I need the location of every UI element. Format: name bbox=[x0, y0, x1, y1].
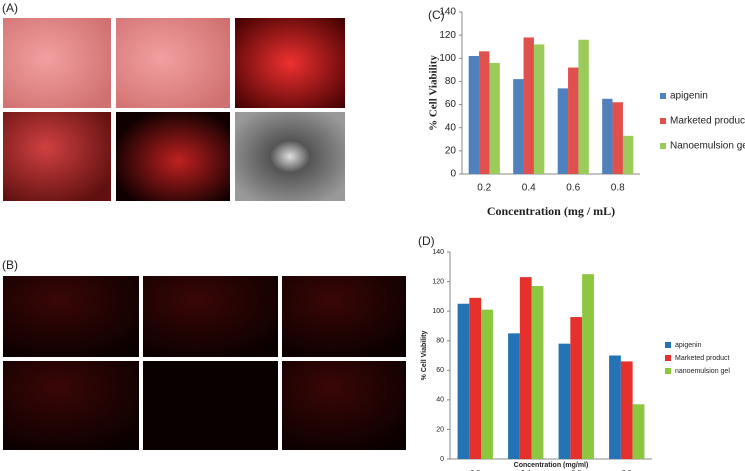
legend-label: apigenin bbox=[675, 342, 702, 349]
micrograph bbox=[282, 276, 406, 357]
bar bbox=[568, 67, 579, 174]
bar bbox=[523, 37, 534, 175]
y-tick-label: 60 bbox=[436, 367, 444, 374]
y-tick-label: 80 bbox=[436, 338, 444, 345]
x-tick-label: 0.4 bbox=[521, 470, 531, 471]
micrograph bbox=[235, 18, 345, 108]
y-tick-label: 60 bbox=[445, 99, 457, 110]
panel-label: (B) bbox=[2, 258, 18, 272]
bar bbox=[620, 361, 633, 459]
bar bbox=[468, 55, 480, 174]
micrograph bbox=[116, 112, 230, 201]
bar bbox=[557, 88, 569, 174]
x-tick-label: 0.6 bbox=[571, 470, 581, 471]
panel-label: (D) bbox=[418, 234, 435, 248]
y-tick-label: 100 bbox=[432, 308, 444, 315]
bar bbox=[469, 297, 482, 459]
bar bbox=[481, 309, 493, 459]
bar bbox=[531, 286, 544, 459]
y-axis-label: % Cell Viability bbox=[428, 55, 440, 131]
legend-label: nanoemulsion gel bbox=[675, 368, 730, 375]
bar bbox=[457, 303, 470, 459]
y-tick-label: 0 bbox=[440, 456, 444, 463]
bar bbox=[609, 355, 621, 459]
legend-label: apigenin bbox=[670, 91, 708, 102]
panel-label: (C) bbox=[428, 8, 445, 22]
bar bbox=[508, 333, 520, 459]
legend-label: Nanoemulsion gel bbox=[670, 141, 745, 152]
micrograph bbox=[116, 18, 230, 108]
legend-swatch bbox=[660, 118, 666, 124]
x-axis-label: Concentration (mg/ml) bbox=[514, 462, 589, 469]
legend-swatch bbox=[665, 368, 671, 374]
x-axis-label: Concentration (mg / mL) bbox=[487, 204, 615, 218]
legend-swatch bbox=[665, 355, 671, 361]
y-tick-label: 100 bbox=[439, 53, 456, 64]
panel-label: (A) bbox=[2, 1, 18, 15]
bar bbox=[513, 79, 524, 174]
micrograph bbox=[282, 361, 406, 450]
legend-swatch bbox=[665, 342, 671, 348]
bar bbox=[578, 39, 589, 175]
bar bbox=[612, 102, 623, 174]
micrographs-a bbox=[3, 18, 345, 201]
x-tick-label: 0.2 bbox=[477, 183, 491, 194]
y-tick-label: 40 bbox=[445, 122, 457, 133]
y-tick-label: 140 bbox=[439, 7, 456, 18]
bar bbox=[489, 62, 500, 174]
y-tick-label: 20 bbox=[445, 145, 457, 156]
bar bbox=[533, 44, 545, 175]
bar bbox=[602, 98, 613, 174]
bar bbox=[479, 51, 490, 174]
bar bbox=[632, 404, 645, 459]
x-tick-label: 0.8 bbox=[622, 470, 632, 471]
x-tick-label: 0.2 bbox=[470, 470, 480, 471]
bar bbox=[582, 274, 594, 459]
micrograph bbox=[143, 276, 278, 357]
y-tick-label: 120 bbox=[432, 278, 444, 285]
micrographs-b bbox=[3, 276, 406, 450]
y-tick-label: 20 bbox=[436, 426, 444, 433]
micrograph bbox=[235, 112, 345, 201]
legend-swatch bbox=[660, 143, 666, 149]
y-tick-label: 80 bbox=[445, 76, 457, 87]
legend-label: Marketed product bbox=[675, 355, 730, 362]
legend-swatch bbox=[660, 93, 666, 99]
y-tick-label: 140 bbox=[432, 249, 444, 256]
bar bbox=[519, 277, 532, 459]
y-tick-label: 120 bbox=[439, 30, 456, 41]
bar bbox=[622, 135, 634, 174]
y-tick-label: 0 bbox=[450, 169, 456, 180]
micrograph bbox=[3, 276, 139, 357]
micrograph bbox=[3, 18, 111, 108]
bar bbox=[558, 343, 571, 459]
legend-label: Marketed product bbox=[670, 116, 745, 127]
bar bbox=[570, 317, 583, 459]
x-tick-label: 0.8 bbox=[611, 183, 625, 194]
x-tick-label: 0.6 bbox=[566, 183, 580, 194]
x-tick-label: 0.4 bbox=[522, 183, 536, 194]
micrograph bbox=[143, 361, 278, 450]
y-axis-label: % Cell Viability bbox=[421, 331, 428, 381]
micrograph bbox=[3, 112, 111, 201]
y-tick-label: 40 bbox=[436, 397, 444, 404]
micrograph bbox=[3, 361, 139, 450]
